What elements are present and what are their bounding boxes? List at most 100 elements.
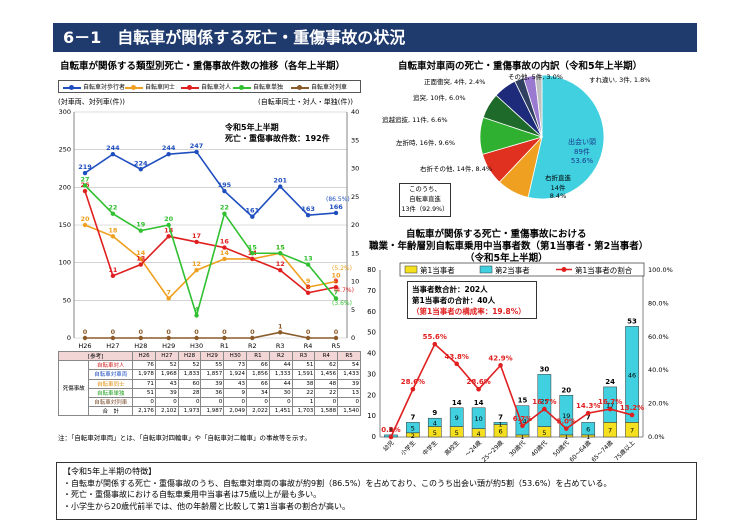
bar-total-label: 14 <box>452 399 462 407</box>
data-label: 15 <box>276 243 286 251</box>
legend-item: 自転車単独 <box>233 82 283 91</box>
data-label: 8 <box>306 283 311 291</box>
bar-label-second: 1 <box>498 420 502 428</box>
x-tick-label: R2 <box>248 342 257 350</box>
y-tick-right: 80.0% <box>648 299 669 307</box>
y-tick-left: 30 <box>367 370 376 378</box>
table-row: 自転車同士 71 43 60 39 43 66 44 38 48 39 <box>59 378 361 389</box>
bar-total-label: 24 <box>605 378 615 386</box>
bar-second <box>471 407 486 429</box>
feature-bullet: ・小学生から20歳代前半では、他の年齢層と比較して第1当事者の割合が高い。 <box>63 501 351 511</box>
y-tick-right: 15 <box>351 249 359 257</box>
data-label: 13 <box>304 255 313 263</box>
data-point <box>166 222 171 228</box>
data-label: 16 <box>220 238 230 246</box>
x-tick-label: 中学生 <box>421 439 439 457</box>
bar-label-second: 19 <box>562 412 570 420</box>
data-point <box>250 256 255 262</box>
x-tick-label: H29 <box>162 342 175 350</box>
bar-label-second: 17 <box>606 402 614 410</box>
x-tick-label: 小学生 <box>399 439 417 457</box>
ratio-point <box>388 434 394 440</box>
data-label: 0 <box>139 328 144 336</box>
data-label: 7 <box>166 288 171 296</box>
legend-item: 自転車同士 <box>125 82 175 91</box>
x-tick-label: 幼児 <box>381 439 395 453</box>
y-tick-left: 300 <box>59 108 71 116</box>
data-point <box>305 262 311 267</box>
bar-label-first: 2 <box>411 432 415 440</box>
data-label: 11 <box>108 266 118 274</box>
data-label: 247 <box>190 142 204 150</box>
legend-swatch <box>479 265 493 274</box>
data-label: 18 <box>164 226 174 234</box>
y-tick-right: 10 <box>351 278 359 286</box>
data-point <box>222 211 227 216</box>
data-label: 22 <box>220 204 229 212</box>
bar-label-second: 46 <box>628 371 636 379</box>
pie-right-other-label: 右折その他, 14件, 8.4% <box>420 165 493 173</box>
data-point <box>138 262 143 267</box>
data-label: 219 <box>78 163 92 171</box>
data-point <box>194 335 199 341</box>
bar-label-first: 1 <box>586 433 590 441</box>
x-tick-label: R4 <box>304 342 313 350</box>
data-point <box>333 284 339 290</box>
data-point <box>194 239 199 245</box>
y-tick-right: 40.0% <box>648 366 669 374</box>
data-label: 244 <box>106 144 120 152</box>
data-label: 161 <box>246 207 260 215</box>
data-point <box>333 279 339 284</box>
y-tick-right: 25 <box>351 193 359 201</box>
data-label: 15 <box>248 243 258 251</box>
data-point <box>305 213 311 218</box>
table-cell: 1,540 <box>337 406 361 417</box>
x-tick-label: R1 <box>220 342 229 350</box>
y-tick-left: 70 <box>367 287 376 295</box>
data-label: 17 <box>192 232 201 240</box>
y-tick-right: 0.0% <box>648 433 665 441</box>
data-point <box>278 330 283 335</box>
bar-total-label: 7 <box>586 413 591 421</box>
bar-label-first: 7 <box>630 427 634 435</box>
bar-label-second: 6 <box>586 426 590 434</box>
series-line <box>85 331 336 339</box>
y-tick-right: 100.0% <box>648 266 673 274</box>
x-tick-label: 25～29歳 <box>480 439 505 464</box>
y-tick-left: 100 <box>59 259 71 267</box>
ratio-label: 0.0% <box>381 426 400 434</box>
data-point <box>305 284 311 290</box>
data-label: 224 <box>134 159 148 167</box>
pie-callout: このうち、 自転車直進 13件（92.9%） <box>399 183 451 217</box>
legend-label: 第2当事者 <box>495 265 530 275</box>
bar-label-second: 9 <box>455 414 459 422</box>
data-label: 201 <box>273 177 287 185</box>
data-label: 12 <box>192 260 201 268</box>
data-point <box>82 188 88 194</box>
bar-total-label: 1 <box>389 426 394 434</box>
data-label: 15 <box>276 243 286 251</box>
bar-total-label: 53 <box>627 317 637 325</box>
data-label: 0 <box>306 328 311 336</box>
data-label: 0 <box>166 328 171 336</box>
data-point <box>110 234 116 239</box>
pie-slice <box>527 74 605 200</box>
data-point <box>138 167 143 172</box>
data-point <box>194 313 199 318</box>
x-tick-label: 65～74歳 <box>590 439 615 464</box>
data-point <box>278 251 283 256</box>
ratio-label: 16.7% <box>532 398 556 406</box>
x-tick-label: 40歳代 <box>529 439 549 459</box>
feature-bullet: ・自転車が関係する死亡・重傷事故のうち、自転車対車両の事故が約9割（86.5%）… <box>63 478 612 488</box>
data-point <box>166 335 171 341</box>
data-label: 18 <box>108 226 118 234</box>
data-label: 0 <box>83 328 88 336</box>
y-tick-right: 40 <box>351 108 359 116</box>
bar-second <box>603 386 617 423</box>
data-point <box>250 251 255 256</box>
pct-label-pedestrian: (4.7%) <box>334 287 354 294</box>
data-point <box>333 210 339 216</box>
feature-bullet: ・死亡・重傷事故における自転車乗用中当事者は75歳以上が最も多い。 <box>63 490 322 499</box>
